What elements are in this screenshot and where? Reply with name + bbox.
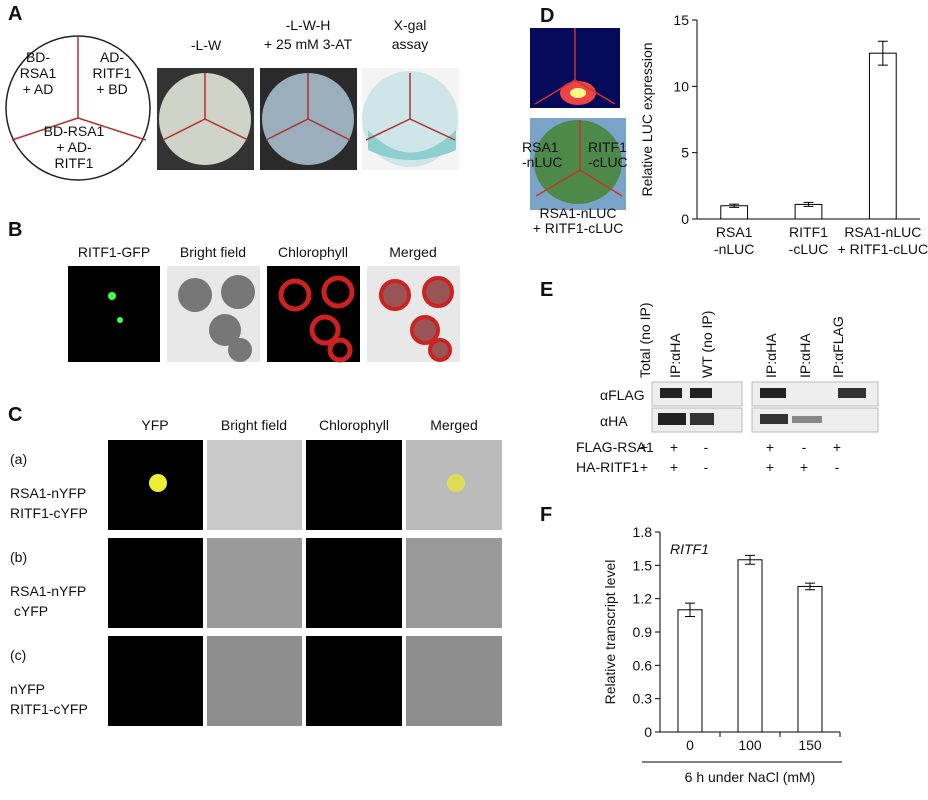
column-header: Bright field bbox=[221, 417, 287, 433]
leaf-label: RSA1-nLUC + RITF1-cLUC bbox=[533, 205, 624, 236]
error-bar bbox=[803, 201, 814, 207]
blot-label: αHA bbox=[600, 413, 628, 429]
y-tick-label: 0 bbox=[681, 211, 689, 227]
y-tick-label: 1.2 bbox=[633, 591, 653, 607]
x-tick-label: RSA1 -nLUC bbox=[714, 224, 754, 257]
label: BD-RSA1 + AD bbox=[20, 49, 57, 97]
error-bar bbox=[745, 554, 755, 565]
genotype-sign: + bbox=[833, 439, 841, 455]
label: AD-RITF1 + BD bbox=[93, 49, 132, 97]
merged-cells bbox=[379, 276, 454, 362]
plate-lines bbox=[162, 73, 456, 141]
y-tick-label: 5 bbox=[681, 145, 689, 161]
leaf-label: RITF1 -cLUC bbox=[588, 139, 628, 170]
column-header: RITF1-GFP bbox=[78, 244, 150, 260]
row-id: (c) bbox=[10, 647, 26, 663]
column-header: Chlorophyll bbox=[278, 244, 348, 260]
genotype-sign: - bbox=[802, 439, 807, 455]
panel-label: B bbox=[8, 219, 22, 241]
gfp-image bbox=[68, 266, 160, 362]
genotype-sign: + bbox=[766, 439, 774, 455]
luc-lines bbox=[534, 28, 616, 105]
blue-colonies bbox=[368, 130, 456, 160]
luc-signal bbox=[570, 88, 586, 98]
y-tick-label: 15 bbox=[673, 12, 689, 28]
chloroplasts bbox=[278, 275, 355, 363]
column-header: YFP bbox=[141, 417, 168, 433]
y-tick-label: 10 bbox=[673, 78, 689, 94]
lane-label: WT (no IP) bbox=[699, 311, 715, 378]
panel-label: F bbox=[540, 504, 552, 526]
gfp-dot bbox=[108, 292, 116, 300]
row-id: (b) bbox=[10, 549, 27, 565]
row-id: (a) bbox=[10, 451, 27, 467]
x-tick-label: RITF1 -cLUC bbox=[789, 224, 829, 257]
bar bbox=[677, 609, 703, 733]
row-label: RSA1-nYFP RITF1-cYFP bbox=[10, 485, 88, 521]
panel-label: E bbox=[540, 279, 553, 301]
lane-label: IP:αHA bbox=[667, 333, 683, 378]
leaf-lines bbox=[535, 120, 623, 197]
y-tick-label: 1.5 bbox=[633, 557, 653, 573]
error-bar bbox=[729, 203, 740, 208]
blot-label: αFLAG bbox=[600, 387, 645, 403]
y-tick-label: 0 bbox=[644, 724, 652, 740]
x-axis-title: 6 h under NaCl (mM) bbox=[685, 769, 816, 785]
bar bbox=[737, 559, 763, 733]
gfp-dot bbox=[117, 317, 123, 323]
bar bbox=[797, 585, 823, 733]
row-label: RSA1-nYFP cYFP bbox=[10, 583, 86, 619]
genotype-label: HA-RITF1 bbox=[576, 459, 639, 475]
column-header: Bright field bbox=[180, 244, 246, 260]
column-header: -L-W bbox=[191, 37, 222, 53]
genotype-label: FLAG-RSA1 bbox=[576, 439, 654, 455]
x-tick-label: 150 bbox=[798, 737, 822, 753]
column-header: Merged bbox=[430, 417, 477, 433]
blots bbox=[651, 381, 879, 433]
genotype-sign: + bbox=[640, 439, 648, 455]
leaf-label: RSA1 -nLUC bbox=[522, 139, 562, 170]
label: BD-RSA1 + AD-RITF1 bbox=[44, 123, 105, 171]
cells bbox=[178, 275, 255, 362]
genotype-sign: + bbox=[640, 459, 648, 475]
error-bar bbox=[805, 582, 815, 591]
panel-label: C bbox=[8, 404, 22, 426]
annotation: RITF1 bbox=[670, 541, 709, 557]
bar bbox=[868, 52, 897, 220]
genotype-sign: + bbox=[766, 459, 774, 475]
x-tick-label: RSA1-nLUC + RITF1-cLUC bbox=[838, 224, 928, 257]
genotype-sign: + bbox=[800, 459, 808, 475]
error-bar bbox=[685, 602, 695, 617]
lane-label: IP:αFLAG bbox=[830, 316, 846, 378]
x-tick-label: 100 bbox=[738, 737, 762, 753]
x-tick-label: 0 bbox=[686, 737, 694, 753]
lane-label: Total (no IP) bbox=[637, 303, 653, 378]
bifc-images bbox=[108, 440, 502, 726]
diagram-lines bbox=[11, 36, 147, 141]
genotype-sign: - bbox=[835, 459, 840, 475]
y-tick-label: 1.8 bbox=[633, 524, 653, 540]
genotype-sign: + bbox=[670, 459, 678, 475]
y-tick-label: 0.9 bbox=[633, 624, 653, 640]
genotype-sign: - bbox=[704, 439, 709, 455]
column-header: X-gal assay bbox=[392, 17, 429, 52]
row-label: nYFP RITF1-cYFP bbox=[10, 681, 88, 717]
lane-label: IP:αHA bbox=[763, 333, 779, 378]
genotype-sign: + bbox=[670, 439, 678, 455]
column-header: -L-W-H + 25 mM 3-AT bbox=[264, 17, 352, 52]
y-tick-label: 0.3 bbox=[633, 691, 653, 707]
panel-label: D bbox=[540, 5, 554, 27]
genotype-sign: - bbox=[704, 459, 709, 475]
column-header: Chlorophyll bbox=[319, 417, 389, 433]
error-bar bbox=[877, 40, 888, 66]
y-tick-label: 0.6 bbox=[633, 657, 653, 673]
lane-label: IP:αHA bbox=[797, 333, 813, 378]
panel-label: A bbox=[8, 3, 22, 25]
y-axis-title: Relative LUC expression bbox=[639, 42, 655, 196]
column-header: Merged bbox=[389, 244, 436, 260]
y-axis-title: Relative transcript level bbox=[602, 560, 618, 705]
